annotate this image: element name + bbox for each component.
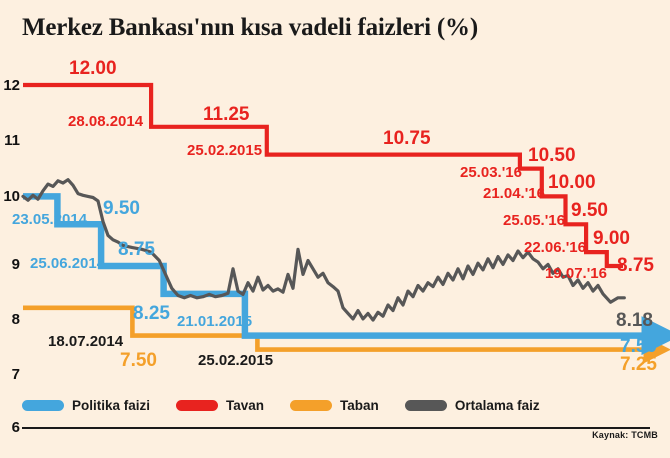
- label-tavan-date-3: 25.03.'16: [460, 164, 522, 181]
- y-tick-11: 11: [4, 132, 20, 149]
- y-tick-10: 10: [3, 188, 20, 205]
- label-tavan-date-2: 25.02.2015: [187, 142, 263, 159]
- label-tavan-10-00: 10.00: [548, 172, 596, 193]
- source-note: Kaynak: TCMB: [592, 430, 658, 440]
- label-taban-7-50: 7.50: [120, 350, 157, 371]
- legend-item-taban[interactable]: Taban: [290, 398, 379, 413]
- legend-label-tavan: Tavan: [226, 398, 265, 413]
- label-tavan-date-7: 19.07.'16: [545, 265, 607, 282]
- label-taban-date-1: 18.07.2014: [48, 333, 124, 350]
- label-politika-8-75: 8.75: [118, 239, 155, 260]
- y-tick-6: 6: [11, 419, 20, 436]
- label-tavan-10-50: 10.50: [528, 145, 576, 166]
- legend-swatch-ortalama-faiz: [404, 400, 447, 411]
- label-tavan-12-00: 12.00: [69, 58, 117, 79]
- label-taban-date-2: 25.02.2015: [198, 352, 274, 369]
- label-politika-date-1: 23.05.2014: [12, 211, 88, 228]
- label-tavan-11-25: 11.25: [203, 104, 250, 125]
- series-ortalama: [21, 178, 626, 322]
- y-tick-7: 7: [11, 366, 20, 383]
- label-tavan-10-75: 10.75: [383, 128, 431, 149]
- label-tavan-date-6: 22.06.'16: [524, 239, 586, 256]
- series-politika: [23, 193, 670, 356]
- legend-item-tavan[interactable]: Tavan: [176, 398, 264, 413]
- series-taban: [23, 305, 670, 364]
- label-tavan-8-75: 8.75: [617, 255, 654, 276]
- series-tavan: [23, 82, 623, 269]
- legend-swatch-politika-faizi: [22, 400, 64, 411]
- legend-item-ortalama-faiz[interactable]: Ortalama faiz: [404, 398, 540, 413]
- chart-legend: Politika faizi Tavan Taban Ortalama faiz: [22, 398, 566, 413]
- legend-item-politika-faizi[interactable]: Politika faizi: [22, 398, 150, 413]
- label-taban-end: 7.25: [620, 354, 657, 375]
- legend-label-taban: Taban: [340, 398, 379, 413]
- legend-swatch-tavan: [176, 400, 219, 411]
- label-politika-date-3: 21.01.2015: [177, 313, 253, 330]
- label-tavan-date-1: 28.08.2014: [68, 113, 144, 130]
- x-axis-line: [22, 427, 650, 429]
- legend-label-ortalama-faiz: Ortalama faiz: [454, 398, 540, 413]
- label-politika-8-25: 8.25: [133, 303, 170, 324]
- label-tavan-9-50: 9.50: [571, 200, 608, 221]
- label-politika-date-2: 25.06.2014: [30, 255, 106, 272]
- label-tavan-date-5: 25.05.'16: [503, 212, 565, 229]
- legend-swatch-taban: [290, 400, 333, 411]
- y-tick-8: 8: [11, 311, 20, 328]
- page-title: Merkez Bankası'nın kısa vadeli faizleri …: [22, 14, 478, 41]
- label-tavan-date-4: 21.04.'16: [483, 185, 545, 202]
- label-politika-9-50: 9.50: [103, 198, 140, 219]
- label-politika-end: 7.50: [620, 336, 657, 357]
- label-tavan-9-00: 9.00: [593, 228, 630, 249]
- y-tick-9: 9: [11, 256, 20, 273]
- y-tick-12: 12: [3, 77, 20, 94]
- legend-label-politika-faizi: Politika faizi: [72, 398, 151, 413]
- label-ortalama-end: 8.18: [616, 310, 653, 331]
